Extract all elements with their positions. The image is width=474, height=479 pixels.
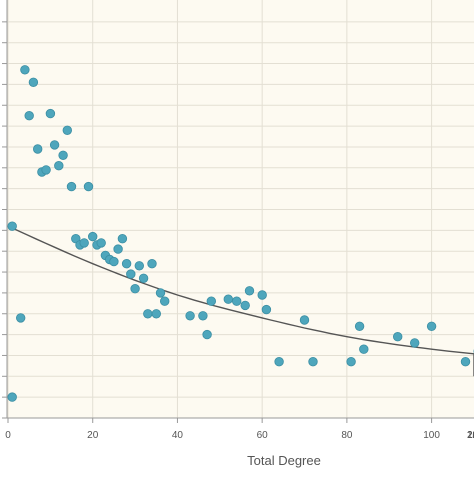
data-point <box>427 322 436 331</box>
data-point <box>309 357 318 366</box>
data-point <box>199 312 208 321</box>
data-point <box>33 145 42 154</box>
data-point <box>21 66 30 75</box>
x-tick-label: 0 <box>5 430 11 441</box>
data-point <box>55 161 64 170</box>
data-point <box>80 239 89 248</box>
data-point <box>275 357 284 366</box>
data-point <box>224 295 233 304</box>
data-point <box>88 232 97 241</box>
data-point <box>258 291 267 300</box>
data-point <box>131 284 140 293</box>
data-point <box>347 357 356 366</box>
data-point <box>156 289 165 298</box>
data-point <box>46 109 55 118</box>
data-point <box>50 141 59 150</box>
x-tick-label: 100 <box>423 430 440 441</box>
data-point <box>114 245 123 254</box>
data-point <box>245 287 254 296</box>
data-point <box>232 297 241 306</box>
data-point <box>144 310 153 319</box>
data-point <box>152 310 161 319</box>
data-point <box>262 305 271 314</box>
x-tick-labels: 02040608010012014016018020022 <box>5 430 474 441</box>
data-point <box>139 274 148 283</box>
data-point <box>360 345 369 354</box>
x-tick-label: 60 <box>257 430 269 441</box>
data-point <box>410 339 419 348</box>
data-point <box>461 357 470 366</box>
data-point <box>135 262 144 271</box>
x-axis-label: Total Degree <box>247 453 321 468</box>
data-point <box>8 222 17 231</box>
data-point <box>8 393 17 402</box>
data-point <box>160 297 169 306</box>
data-point <box>241 301 250 310</box>
data-point <box>393 332 402 341</box>
x-tick-label: 40 <box>172 430 184 441</box>
data-point <box>97 239 106 248</box>
x-tick-label: 80 <box>341 430 353 441</box>
data-point <box>29 78 38 87</box>
data-point <box>148 259 157 268</box>
data-point <box>67 182 76 191</box>
data-point <box>203 330 212 339</box>
data-point <box>118 234 127 243</box>
data-point <box>186 312 195 321</box>
data-point <box>16 314 25 323</box>
data-point <box>42 166 51 175</box>
data-point <box>355 322 364 331</box>
x-tick-label: 20 <box>87 430 99 441</box>
data-point <box>207 297 216 306</box>
data-point <box>59 151 68 160</box>
data-point <box>122 259 131 268</box>
data-point <box>300 316 309 325</box>
data-point <box>84 182 93 191</box>
data-point <box>110 257 119 266</box>
x-tick-label: 22 <box>467 430 474 441</box>
data-point <box>63 126 72 135</box>
data-point <box>25 111 34 120</box>
data-point <box>127 270 136 279</box>
